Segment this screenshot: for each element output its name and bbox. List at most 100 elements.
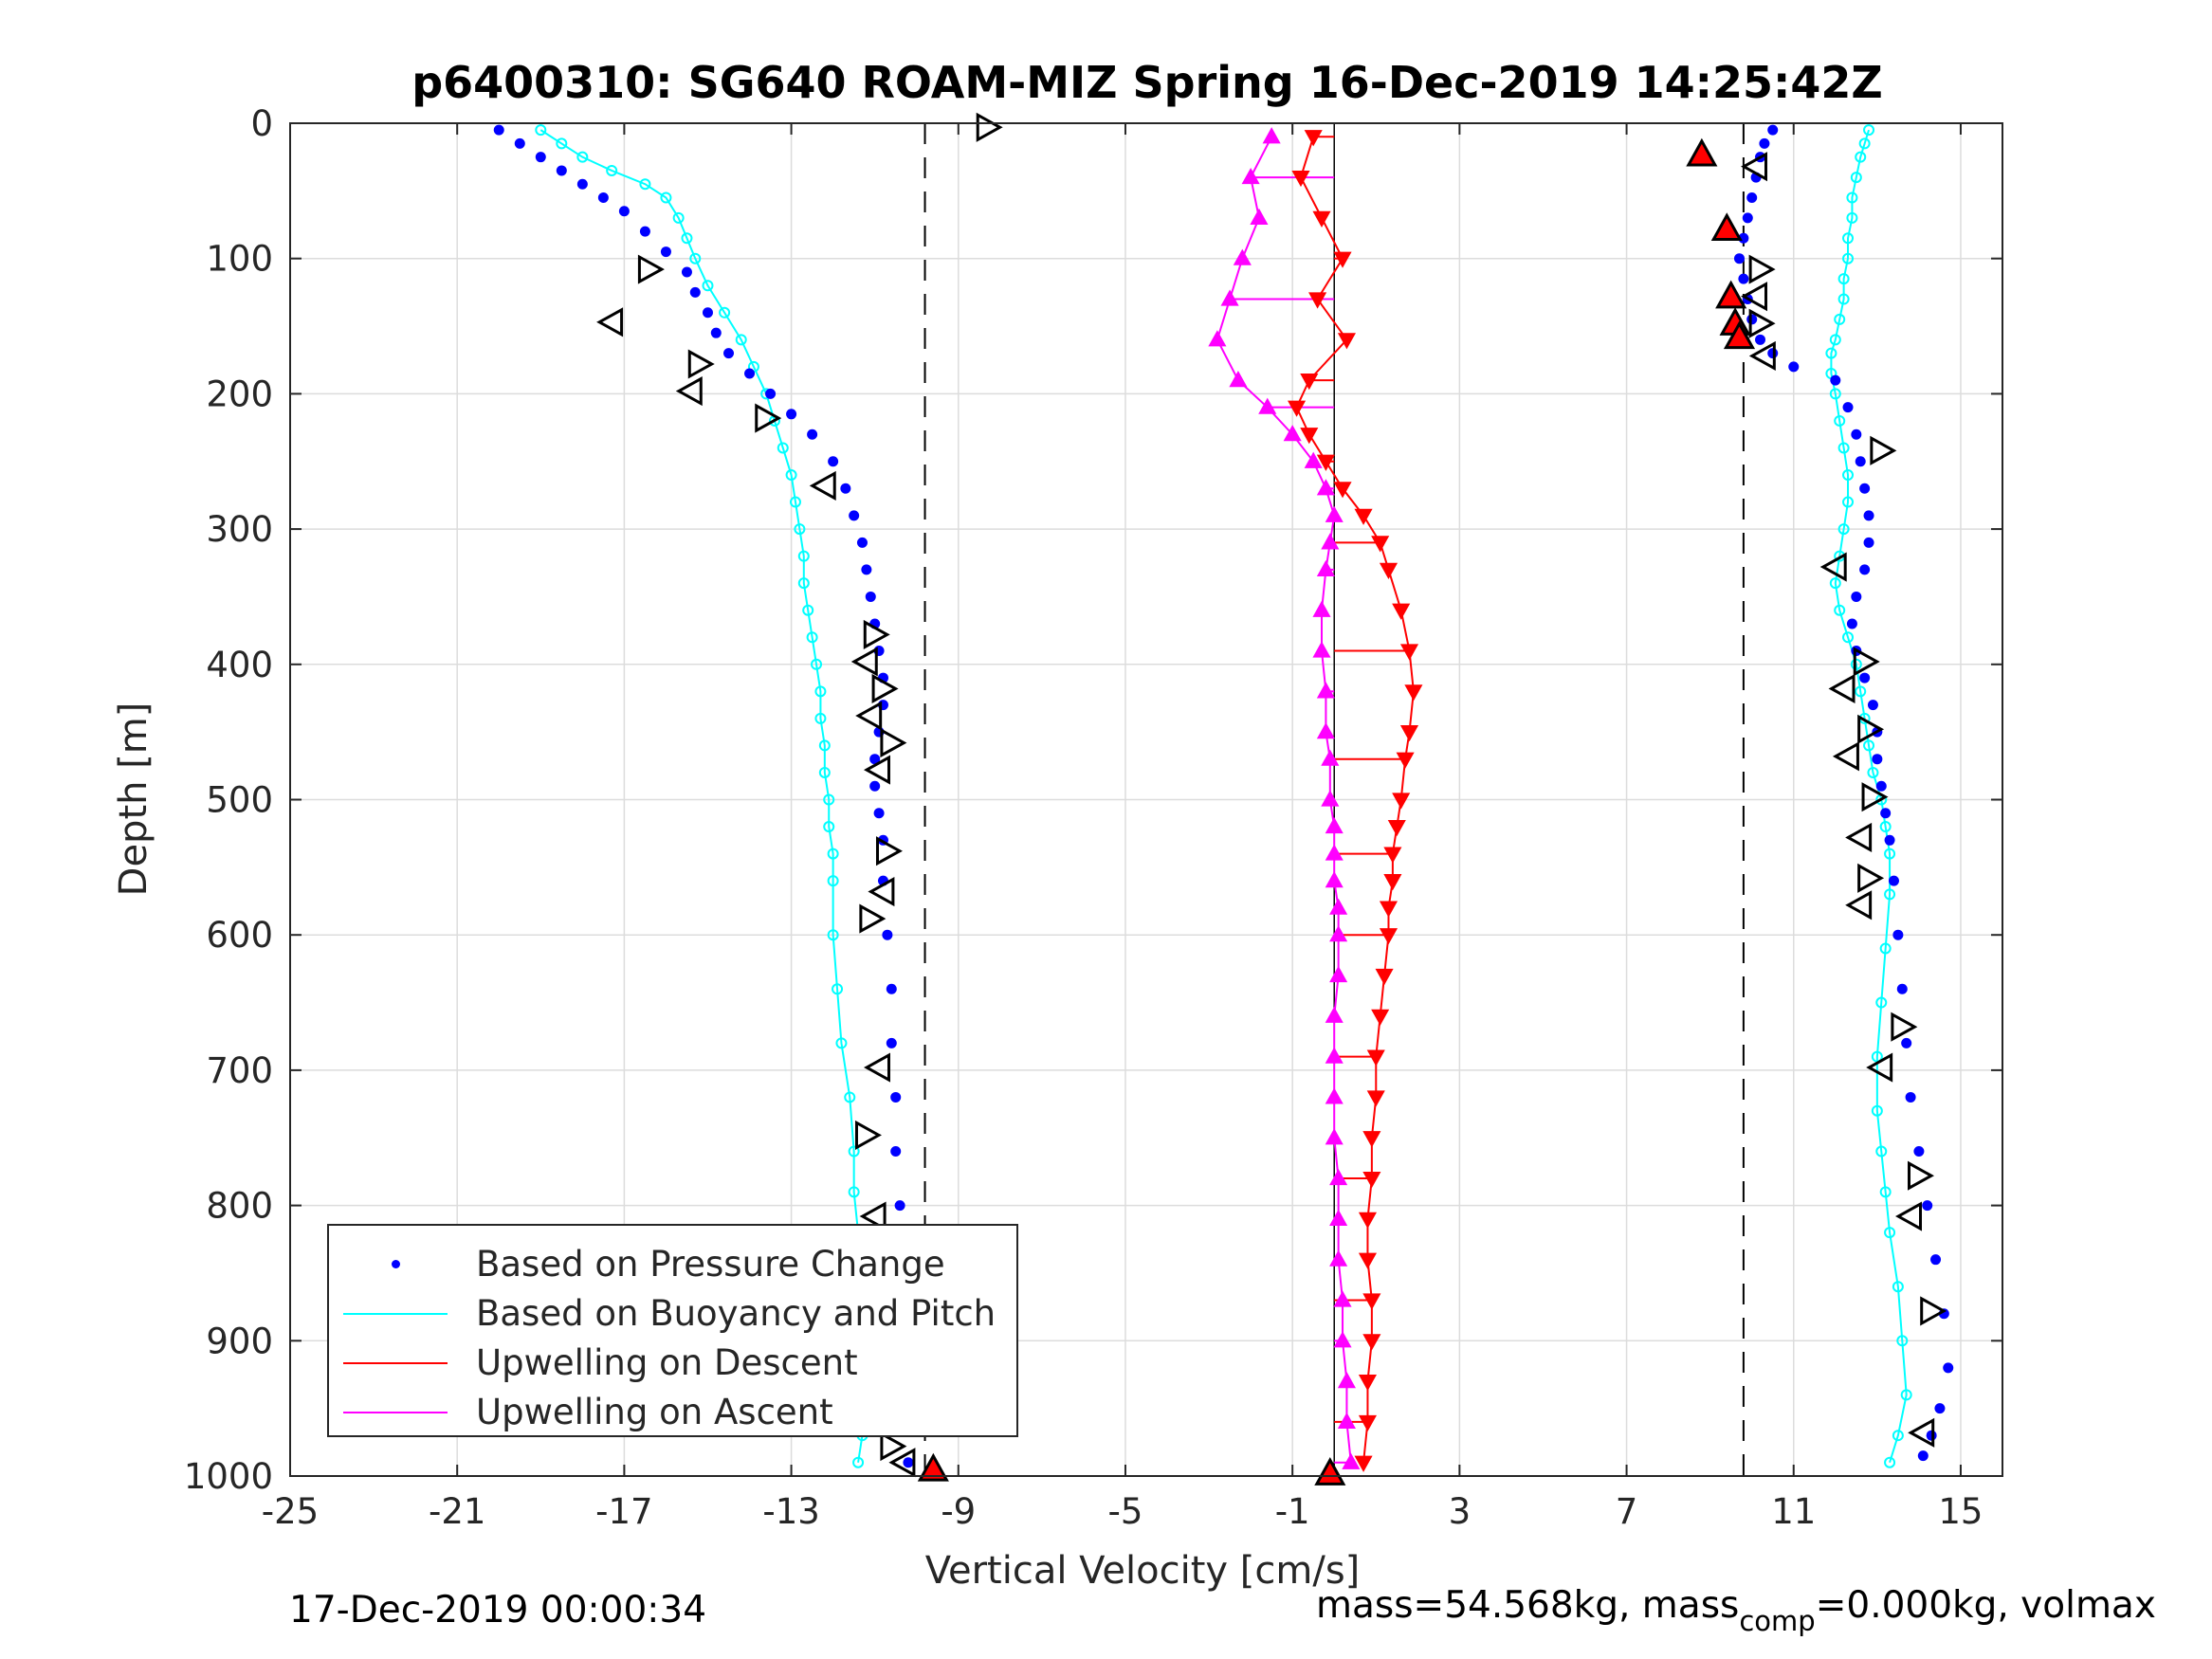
pressure-point [681, 266, 692, 278]
descent-point [1392, 603, 1411, 620]
pressure-point [1913, 1146, 1925, 1158]
buoyancy-point [1825, 347, 1837, 359]
buoyancy-point [797, 577, 810, 590]
legend-swatch-pressure [392, 1260, 400, 1268]
pressure-point [1884, 834, 1895, 846]
buoyancy-series-line [539, 129, 864, 1463]
mass-text-suffix: =0.000kg, volmax [1815, 1584, 2156, 1627]
buoyancy-point [1846, 191, 1858, 204]
ascent-point [1325, 505, 1344, 522]
pressure-point [1746, 191, 1758, 203]
open-triangle-marker [1853, 647, 1880, 677]
x-tick-label: -5 [1108, 1491, 1143, 1532]
buoyancy-point [1892, 1430, 1904, 1442]
pressure-point [903, 1457, 914, 1468]
y-tick-label: 200 [206, 374, 273, 414]
open-triangle-marker [1748, 340, 1776, 371]
pressure-point [1846, 618, 1857, 629]
pressure-point [894, 1200, 905, 1212]
buoyancy-point [785, 469, 797, 482]
y-tick-label: 900 [206, 1321, 273, 1361]
open-triangle-marker [1866, 1052, 1893, 1083]
buoyancy-point [1837, 273, 1850, 285]
y-axis-label: Depth [m] [112, 702, 155, 897]
buoyancy-point [1879, 821, 1892, 833]
ascent-point [1312, 600, 1331, 617]
buoyancy-point [852, 1456, 865, 1468]
pressure-point [556, 165, 567, 176]
buoyancy-point [1884, 848, 1896, 860]
open-triangle-marker [859, 903, 887, 934]
descent-point [1379, 562, 1398, 579]
buoyancy-point [806, 631, 818, 644]
red-triangle-marker [1723, 320, 1756, 350]
buoyancy-point [1842, 232, 1855, 245]
open-triangle-marker [863, 619, 890, 649]
pressure-point [786, 409, 797, 420]
ascent-point [1333, 1290, 1352, 1307]
mass-text-sub: comp [1739, 1605, 1816, 1637]
buoyancy-point [1834, 414, 1846, 427]
descent-point [1333, 251, 1352, 268]
legend-item-buoyancy: Based on Buoyancy and Pitch [329, 1288, 1016, 1338]
ascent-point [1258, 397, 1277, 414]
pressure-point [1872, 754, 1883, 765]
pressure-point [1842, 402, 1854, 413]
buoyancy-point [1842, 631, 1855, 644]
buoyancy-point [1829, 388, 1841, 400]
pressure-point [886, 1037, 897, 1048]
open-triangle-marker [1870, 435, 1897, 465]
buoyancy-point [823, 793, 835, 806]
pressure-point [1867, 700, 1878, 711]
buoyancy-point [672, 211, 685, 224]
buoyancy-point [689, 252, 702, 264]
buoyancy-point [576, 151, 589, 163]
ascent-point [1329, 1209, 1348, 1226]
pressure-point [1875, 780, 1887, 792]
descent-point [1308, 292, 1327, 309]
descent-point [1291, 170, 1310, 188]
buoyancy-point [1837, 293, 1850, 305]
ascent-point [1329, 1249, 1348, 1267]
x-axis-label: Vertical Velocity [cm/s] [925, 1549, 1361, 1593]
buoyancy-point [1892, 1281, 1904, 1293]
pressure-point [890, 1091, 902, 1103]
descent-point [1358, 1212, 1378, 1229]
legend-swatch-descent [343, 1362, 448, 1364]
buoyancy-point [1834, 604, 1846, 616]
descent-point [1366, 1090, 1385, 1107]
chart-title: p6400310: SG640 ROAM-MIZ Spring 16-Dec-2… [411, 57, 1883, 108]
pressure-point [1830, 374, 1841, 386]
open-triangle-marker [854, 1120, 882, 1150]
data-series [493, 124, 1954, 1472]
open-triangle-marker [871, 673, 899, 704]
ascent-point [1208, 330, 1227, 347]
pressure-point [1759, 137, 1770, 149]
buoyancy-point [1834, 313, 1846, 325]
pressure-point [1930, 1254, 1942, 1266]
ascent-point [1229, 371, 1248, 388]
open-triangle-marker [880, 728, 907, 758]
open-triangle-marker [755, 403, 782, 433]
ascent-point [1321, 749, 1340, 766]
ascent-point [1316, 682, 1335, 699]
open-triangle-marker [675, 375, 703, 407]
pressure-point [1917, 1450, 1929, 1462]
buoyancy-point [702, 280, 714, 292]
pressure-point [597, 191, 609, 203]
y-tick-label: 500 [206, 780, 273, 821]
buoyancy-point [1829, 334, 1841, 346]
descent-point [1304, 130, 1323, 147]
pressure-point [1746, 314, 1758, 325]
pressure-point [849, 510, 860, 521]
buoyancy-point [660, 191, 672, 204]
ascent-point [1241, 167, 1260, 185]
ascent-point [1304, 451, 1323, 468]
open-triangle-marker [1819, 552, 1847, 582]
red-triangle-marker [917, 1452, 949, 1482]
descent-point [1362, 1171, 1381, 1189]
ascent-point [1321, 790, 1340, 807]
descent-point [1362, 1334, 1381, 1351]
pressure-point [1742, 212, 1753, 224]
buoyancy-point [827, 875, 839, 887]
